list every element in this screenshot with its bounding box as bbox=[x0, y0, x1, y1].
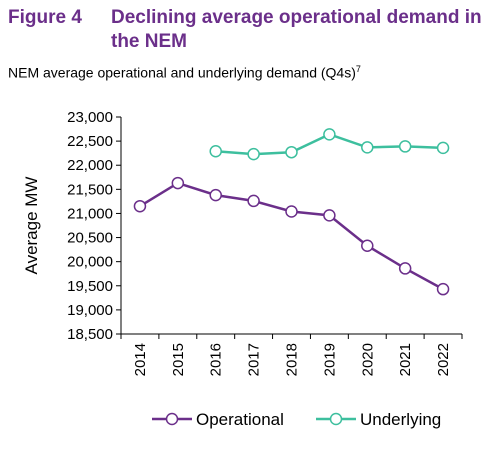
chart-series bbox=[133, 128, 450, 296]
y-tick-label: 19,000 bbox=[67, 302, 113, 319]
chart-subtitle: NEM average operational and underlying d… bbox=[8, 64, 361, 81]
data-point bbox=[247, 194, 260, 208]
chart-legend: Operational Underlying bbox=[152, 410, 441, 429]
subtitle-footnote: 7 bbox=[355, 64, 361, 74]
subtitle-text: NEM average operational and underlying d… bbox=[8, 64, 356, 81]
x-tick-label: 2016 bbox=[208, 343, 225, 376]
y-tick-label: 19,500 bbox=[67, 278, 113, 295]
legend-swatch-marker bbox=[329, 412, 343, 426]
y-tick-label: 23,000 bbox=[67, 109, 113, 126]
data-point bbox=[436, 141, 450, 155]
x-tick-label: 2015 bbox=[170, 343, 187, 376]
data-point bbox=[285, 145, 298, 159]
y-tick-label: 20,500 bbox=[67, 230, 113, 247]
y-axis-title: Average MW bbox=[22, 177, 41, 275]
data-point bbox=[361, 239, 374, 253]
x-tick-label: 2014 bbox=[132, 343, 149, 376]
x-tick-label: 2018 bbox=[284, 343, 301, 376]
data-point bbox=[209, 188, 222, 202]
series-operational bbox=[133, 176, 450, 296]
legend-swatch-marker bbox=[165, 412, 179, 426]
data-point bbox=[247, 147, 260, 161]
figure-label: Figure 4 bbox=[8, 7, 82, 28]
figure-title: Declining average operational demand in … bbox=[111, 7, 482, 52]
data-point bbox=[398, 262, 412, 275]
x-tick-label: 2021 bbox=[397, 343, 414, 376]
x-tick-label: 2020 bbox=[359, 343, 376, 376]
series-line bbox=[139, 181, 444, 291]
chart-axes: 18,500 19,000 19,500 20,000 20,500 21,000 21,5… bbox=[22, 109, 463, 376]
data-point bbox=[209, 144, 222, 158]
y-tick-label: 20,000 bbox=[67, 254, 113, 271]
x-tick-label: 2017 bbox=[246, 343, 263, 376]
legend-label: Underlying bbox=[360, 410, 441, 429]
y-tick-label: 22,500 bbox=[67, 133, 113, 150]
x-tick-label: 2019 bbox=[321, 343, 338, 376]
data-point bbox=[398, 140, 412, 153]
y-tick-label: 21,000 bbox=[67, 205, 113, 222]
data-point bbox=[436, 282, 450, 296]
data-point bbox=[323, 209, 336, 222]
data-point bbox=[361, 141, 374, 154]
series-underlying bbox=[209, 128, 450, 161]
x-tick-label: 2022 bbox=[435, 343, 452, 376]
y-tick-label: 21,500 bbox=[67, 181, 113, 198]
y-tick-label: 22,000 bbox=[67, 157, 113, 174]
data-point bbox=[133, 199, 147, 213]
y-tick-label: 18,500 bbox=[67, 326, 113, 343]
data-point bbox=[323, 128, 336, 141]
legend-item-underlying: Underlying bbox=[316, 410, 441, 429]
data-point bbox=[285, 205, 298, 218]
data-point bbox=[171, 176, 185, 190]
legend-label: Operational bbox=[196, 410, 284, 429]
legend-item-operational: Operational bbox=[152, 410, 284, 429]
